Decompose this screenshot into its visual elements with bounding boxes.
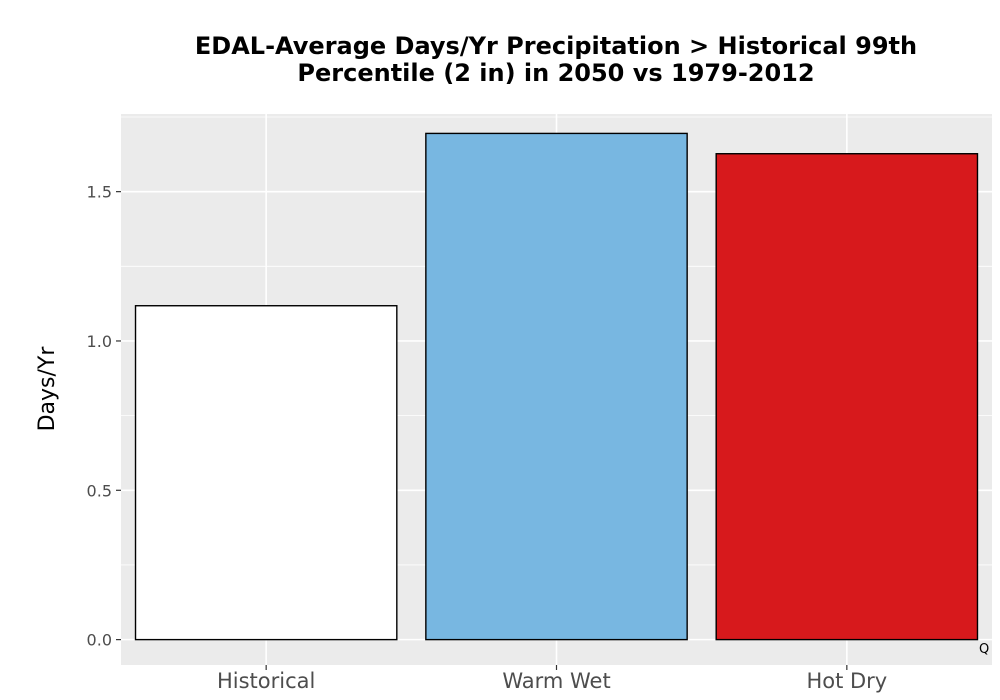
bar-historical [134,305,398,641]
y-tick-label: 1.0 [87,332,112,351]
x-axis: Historical Warm Wet Hot Dry [217,665,887,693]
chart-title-line-2: Percentile (2 in) in 2050 vs 1979-2012 [297,59,814,87]
bars [134,132,979,641]
y-axis-label: Days/Yr [35,346,60,432]
y-axis: 0.0 0.5 1.0 1.5 [87,183,121,650]
y-tick-label: 0.0 [87,631,112,650]
bar-warm-wet [425,132,688,641]
chart-title-line-1: EDAL-Average Days/Yr Precipitation > His… [195,32,917,60]
y-tick-label: 0.5 [87,481,112,500]
x-tick-label: Historical [217,669,315,693]
x-tick-label: Warm Wet [502,669,610,693]
y-tick-label: 1.5 [87,183,112,202]
corner-mark: Q [979,642,989,657]
x-tick-label: Hot Dry [806,669,887,693]
bar-hot-dry [715,153,979,641]
